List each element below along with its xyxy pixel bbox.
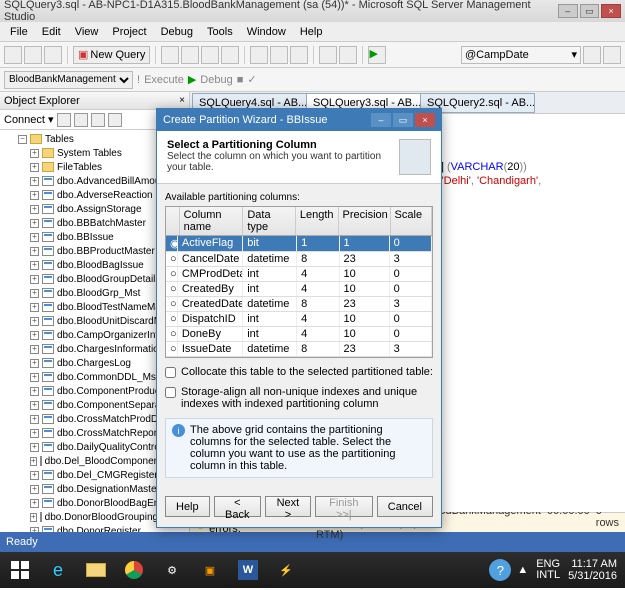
help-button[interactable]: Help xyxy=(165,496,210,517)
menu-file[interactable]: File xyxy=(4,26,34,38)
toolbar-play-icon[interactable]: ▶ xyxy=(368,46,386,64)
menubar: File Edit View Project Debug Tools Windo… xyxy=(0,22,625,42)
grid-header[interactable]: Column name xyxy=(180,207,244,235)
grid-row[interactable]: ○DispatchIDint4100 xyxy=(166,312,432,327)
connect-label[interactable]: Connect xyxy=(4,114,45,126)
menu-tools[interactable]: Tools xyxy=(201,26,239,38)
wizard-subheading: Select the column on which you want to p… xyxy=(167,151,399,173)
collocate-checkbox-row: Collocate this table to the selected par… xyxy=(165,366,433,378)
start-button[interactable] xyxy=(2,555,38,585)
collocate-label: Collocate this table to the selected par… xyxy=(181,366,433,378)
menu-help[interactable]: Help xyxy=(294,26,329,38)
sql-toolbar: BloodBankManagement ! Execute ▶ Debug ■ … xyxy=(0,68,625,92)
dialog-titlebar: Create Partition Wizard - BBIssue – ▭ × xyxy=(157,109,441,131)
window-titlebar: SQLQuery3.sql - AB-NPC1-D1A315.BloodBank… xyxy=(0,0,625,22)
toolbar-btn[interactable] xyxy=(319,46,337,64)
partition-wizard-dialog: Create Partition Wizard - BBIssue – ▭ × … xyxy=(156,108,442,528)
next-button[interactable]: Next > xyxy=(265,496,311,517)
word-icon[interactable]: W xyxy=(230,555,266,585)
dialog-title: Create Partition Wizard - BBIssue xyxy=(163,114,327,126)
wizard-icon xyxy=(399,139,431,175)
collocate-checkbox[interactable] xyxy=(165,367,176,378)
dialog-maximize-button[interactable]: ▭ xyxy=(393,113,413,127)
dialog-close-button[interactable]: × xyxy=(415,113,435,127)
grid-row[interactable]: ◉ActiveFlagbit110 xyxy=(166,236,432,252)
main-toolbar: ▣New Query ▶ @CampDate▾ xyxy=(0,42,625,68)
menu-window[interactable]: Window xyxy=(241,26,292,38)
toolbar-btn[interactable] xyxy=(221,46,239,64)
toolbar-btn[interactable] xyxy=(4,46,22,64)
info-icon: i xyxy=(172,424,185,437)
grid-row[interactable]: ○CMProdDetailsIDint4100 xyxy=(166,267,432,282)
grid-header[interactable]: Scale xyxy=(391,207,432,235)
grid-row[interactable]: ○CreatedByint4100 xyxy=(166,282,432,297)
toolbar-icon[interactable] xyxy=(74,113,88,127)
wizard-heading: Select a Partitioning Column xyxy=(167,139,317,151)
toolbar-btn[interactable] xyxy=(603,46,621,64)
minimize-button[interactable]: – xyxy=(558,4,578,18)
toolbar-btn[interactable] xyxy=(201,46,219,64)
grid-header[interactable]: Length xyxy=(296,207,339,235)
grid-row[interactable]: ○DoneByint4100 xyxy=(166,327,432,342)
grid-row[interactable]: ○IssueDatedatetime8233 xyxy=(166,342,432,357)
maximize-button[interactable]: ▭ xyxy=(580,4,600,18)
toolbar-icon[interactable] xyxy=(108,113,122,127)
back-button[interactable]: < Back xyxy=(214,496,261,517)
grid-row[interactable]: ○CancelDatedatetime8233 xyxy=(166,252,432,267)
toolbar-btn[interactable] xyxy=(270,46,288,64)
windows-taskbar: e ⚙ ▣ W ⚡ ? ▲ ENGINTL 11:17 AM5/31/2016 xyxy=(0,552,625,588)
toolbar-icon[interactable] xyxy=(57,113,71,127)
toolbar-btn[interactable] xyxy=(339,46,357,64)
storage-align-label: Storage-align all non-unique indexes and… xyxy=(181,386,433,410)
toolbar-btn[interactable] xyxy=(250,46,268,64)
clock[interactable]: 11:17 AM5/31/2016 xyxy=(568,558,623,582)
info-panel: i The above grid contains the partitioni… xyxy=(165,418,433,478)
debug-button[interactable]: Debug xyxy=(200,74,232,86)
chrome-icon[interactable] xyxy=(116,555,152,585)
ssms-icon[interactable]: ⚡ xyxy=(268,555,304,585)
toolbar-btn[interactable] xyxy=(44,46,62,64)
parameter-dropdown[interactable]: @CampDate▾ xyxy=(461,46,581,64)
storage-align-checkbox[interactable] xyxy=(165,387,176,398)
grid-row[interactable]: ○CreatedDatedatetime8233 xyxy=(166,297,432,312)
toolbar-btn[interactable] xyxy=(24,46,42,64)
panel-close-icon[interactable]: × xyxy=(179,95,185,106)
app-icon[interactable]: ▣ xyxy=(192,555,228,585)
execute-button[interactable]: Execute xyxy=(144,74,184,86)
menu-edit[interactable]: Edit xyxy=(36,26,67,38)
info-text: The above grid contains the partitioning… xyxy=(190,424,426,472)
menu-view[interactable]: View xyxy=(69,26,105,38)
ie-icon[interactable]: e xyxy=(40,555,76,585)
columns-grid[interactable]: Column name Data type Length Precision S… xyxy=(165,206,433,358)
menu-project[interactable]: Project xyxy=(106,26,152,38)
grid-header[interactable] xyxy=(166,207,180,235)
help-tray-icon[interactable]: ? xyxy=(489,559,511,581)
status-text: Ready xyxy=(6,536,38,548)
toolbar-btn[interactable] xyxy=(161,46,179,64)
window-title: SQLQuery3.sql - AB-NPC1-D1A315.BloodBank… xyxy=(4,0,556,23)
storage-align-checkbox-row: Storage-align all non-unique indexes and… xyxy=(165,386,433,410)
close-button[interactable]: × xyxy=(601,4,621,18)
object-explorer-title: Object Explorer xyxy=(4,95,80,107)
toolbar-btn[interactable] xyxy=(290,46,308,64)
cancel-button[interactable]: Cancel xyxy=(377,496,433,517)
available-columns-label: Available partitioning columns: xyxy=(165,192,433,203)
dialog-minimize-button[interactable]: – xyxy=(371,113,391,127)
new-query-button[interactable]: ▣New Query xyxy=(73,46,150,64)
language-indicator[interactable]: ENGINTL xyxy=(530,559,566,581)
toolbar-icon[interactable] xyxy=(91,113,105,127)
toolbar-btn[interactable] xyxy=(583,46,601,64)
explorer-icon[interactable] xyxy=(78,555,114,585)
app-icon[interactable]: ⚙ xyxy=(154,555,190,585)
toolbar-btn[interactable] xyxy=(181,46,199,64)
grid-header[interactable]: Data type xyxy=(243,207,296,235)
finish-button[interactable]: Finish >>| xyxy=(315,496,373,517)
database-dropdown[interactable]: BloodBankManagement xyxy=(4,71,133,89)
grid-header[interactable]: Precision xyxy=(339,207,391,235)
menu-debug[interactable]: Debug xyxy=(155,26,199,38)
